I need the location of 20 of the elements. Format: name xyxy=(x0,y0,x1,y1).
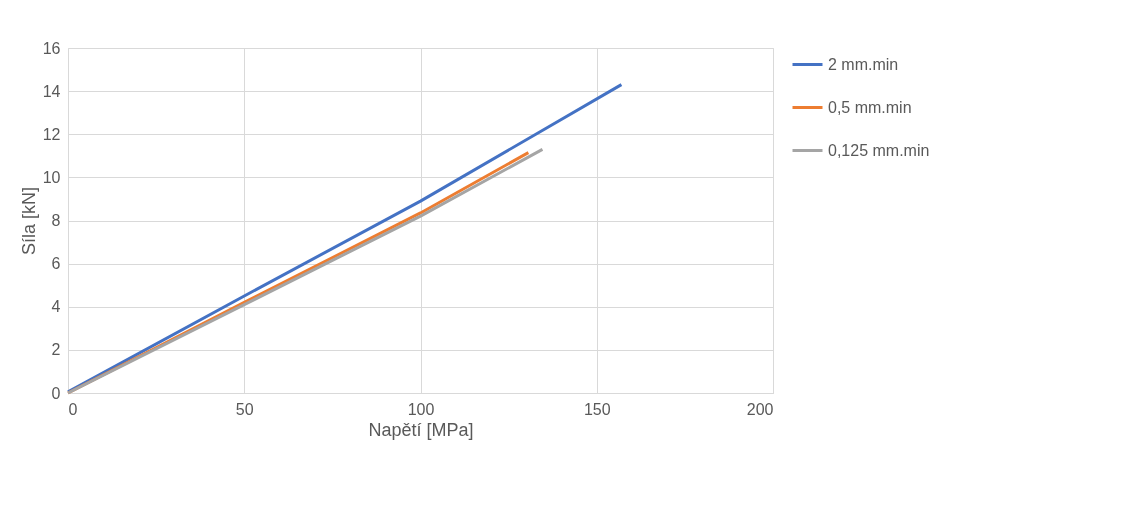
y-tick-label: 8 xyxy=(51,212,61,229)
x-tick-label: 50 xyxy=(235,400,254,418)
y-tick-label: 4 xyxy=(51,298,61,316)
y-tick-label: 0 xyxy=(51,384,61,402)
x-tick-label: 100 xyxy=(407,400,435,418)
x-tick-label: 150 xyxy=(583,400,611,418)
y-tick-label: 12 xyxy=(42,125,61,143)
x-tick-label: 0 xyxy=(68,400,78,418)
y-tick-label: 14 xyxy=(42,82,61,100)
legend-label: 0,5 mm.min xyxy=(828,98,912,116)
y-tick-label: 10 xyxy=(42,168,61,186)
y-tick-label: 16 xyxy=(42,39,61,57)
x-axis-title: Napětí [MPa] xyxy=(368,419,474,440)
y-tick-label: 2 xyxy=(51,341,61,359)
y-tick-label: 6 xyxy=(51,255,61,273)
y-axis-title: Síla [kN] xyxy=(18,186,39,256)
legend-label: 2 mm.min xyxy=(828,55,899,73)
legend-label: 0,125 mm.min xyxy=(828,141,930,159)
line-series xyxy=(66,83,623,394)
x-tick-label: 200 xyxy=(746,400,774,418)
